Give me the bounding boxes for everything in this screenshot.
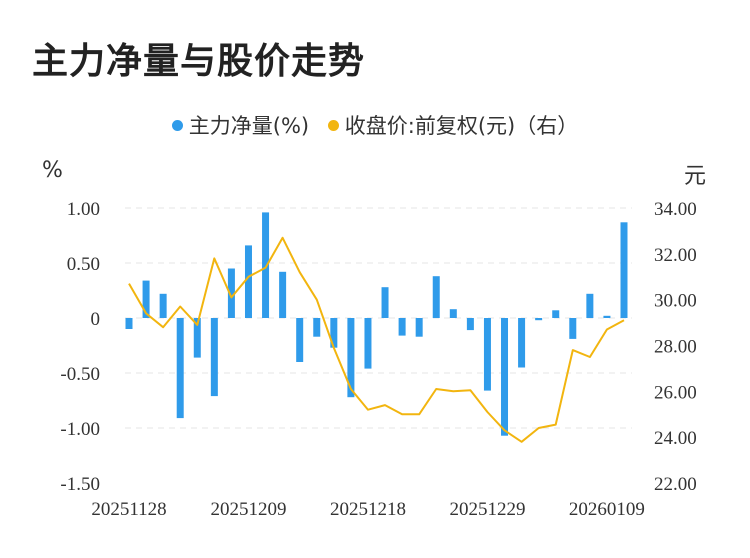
bar — [296, 318, 304, 362]
bar — [313, 318, 321, 337]
bar — [330, 318, 338, 348]
bar — [227, 268, 235, 318]
bar — [279, 271, 287, 318]
right-tick-label: 32.00 — [654, 245, 697, 266]
bar — [142, 280, 150, 318]
bar — [569, 318, 577, 339]
bar — [518, 318, 526, 368]
bar — [432, 276, 440, 318]
legend-dot-net-flow — [171, 119, 183, 131]
x-tick-label: 20251209 — [210, 499, 286, 520]
bar — [586, 293, 594, 318]
chart-title: 主力净量与股价走势 — [32, 41, 366, 82]
left-tick-label: 0.50 — [67, 254, 100, 275]
right-tick-label: 26.00 — [654, 382, 697, 403]
bar — [364, 318, 372, 369]
x-tick-label: 20251218 — [330, 499, 406, 520]
left-tick-label: -0.50 — [60, 364, 100, 385]
bar — [125, 318, 133, 329]
left-axis-unit: % — [42, 158, 63, 183]
x-tick-label: 20251229 — [449, 499, 525, 520]
bar — [210, 318, 218, 397]
x-tick-label: 20251128 — [91, 499, 166, 520]
legend-item-net-flow[interactable]: 主力净量(%) — [171, 110, 310, 140]
bar — [262, 212, 270, 318]
right-tick-label: 34.00 — [654, 199, 697, 220]
right-axis-unit: 元 — [684, 164, 707, 189]
right-tick-label: 22.00 — [654, 474, 697, 495]
bar — [535, 318, 543, 321]
bar — [159, 293, 167, 318]
legend: 主力净量(%) 收盘价:前复权(元)（右） — [0, 110, 750, 140]
left-tick-label: 0 — [91, 309, 101, 330]
price-line — [128, 236, 625, 443]
legend-item-close-price[interactable]: 收盘价:前复权(元)（右） — [327, 110, 579, 140]
bar — [193, 318, 201, 358]
bar — [552, 310, 560, 318]
x-tick-label: 20260109 — [569, 499, 645, 520]
bar — [449, 309, 457, 318]
legend-label-net-flow: 主力净量(%) — [188, 114, 310, 138]
legend-dot-close-price — [327, 119, 339, 131]
legend-label-close-price: 收盘价:前复权(元)（右） — [344, 114, 579, 138]
bar — [244, 245, 252, 318]
bar — [415, 318, 423, 337]
bar — [176, 318, 184, 419]
bar — [603, 315, 611, 318]
bar — [483, 318, 491, 391]
bar — [466, 318, 474, 331]
right-tick-label: 24.00 — [654, 428, 697, 449]
left-tick-label: -1.50 — [60, 474, 100, 495]
left-tick-label: -1.00 — [60, 419, 100, 440]
bar — [398, 318, 406, 336]
bar — [347, 318, 355, 398]
bar — [620, 222, 628, 318]
right-tick-label: 30.00 — [654, 291, 697, 312]
bar — [381, 287, 389, 318]
left-tick-label: 1.00 — [67, 199, 100, 220]
bar — [501, 318, 509, 436]
right-tick-label: 28.00 — [654, 337, 697, 358]
